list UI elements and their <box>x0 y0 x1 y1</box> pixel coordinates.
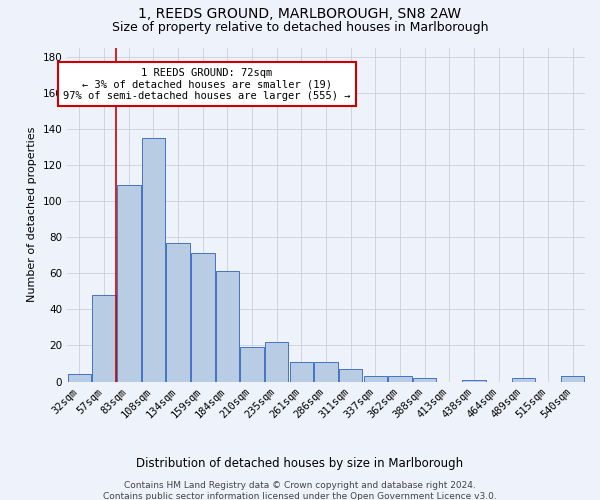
Bar <box>241 347 264 382</box>
Bar <box>413 378 436 382</box>
Bar <box>314 362 338 382</box>
Bar <box>166 242 190 382</box>
Text: Distribution of detached houses by size in Marlborough: Distribution of detached houses by size … <box>136 458 464 470</box>
Bar <box>290 362 313 382</box>
Bar <box>191 254 215 382</box>
Bar <box>68 374 91 382</box>
Text: 1, REEDS GROUND, MARLBOROUGH, SN8 2AW: 1, REEDS GROUND, MARLBOROUGH, SN8 2AW <box>139 8 461 22</box>
Bar <box>463 380 486 382</box>
Bar <box>117 184 140 382</box>
Bar <box>512 378 535 382</box>
Bar <box>364 376 387 382</box>
Bar <box>339 369 362 382</box>
Text: Size of property relative to detached houses in Marlborough: Size of property relative to detached ho… <box>112 21 488 34</box>
Y-axis label: Number of detached properties: Number of detached properties <box>27 127 37 302</box>
Bar <box>265 342 289 382</box>
Text: 1 REEDS GROUND: 72sqm
← 3% of detached houses are smaller (19)
97% of semi-detac: 1 REEDS GROUND: 72sqm ← 3% of detached h… <box>63 68 351 100</box>
Bar <box>216 272 239 382</box>
Bar <box>92 295 116 382</box>
Bar <box>561 376 584 382</box>
Text: Contains HM Land Registry data © Crown copyright and database right 2024.: Contains HM Land Registry data © Crown c… <box>124 481 476 490</box>
Text: Contains public sector information licensed under the Open Government Licence v3: Contains public sector information licen… <box>103 492 497 500</box>
Bar <box>388 376 412 382</box>
Bar <box>142 138 165 382</box>
